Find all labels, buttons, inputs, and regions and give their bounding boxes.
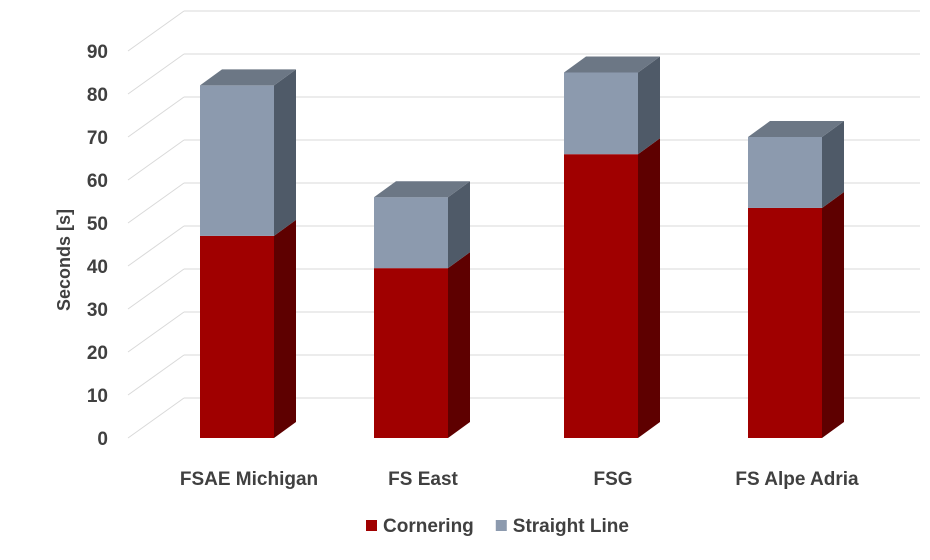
y-tick-label: 80 [87, 85, 108, 106]
y-tick-label: 60 [87, 171, 108, 192]
y-tick-label: 50 [87, 214, 108, 235]
legend-label: Straight Line [513, 516, 629, 537]
bar-straight-line-top [748, 121, 844, 137]
bar-cornering-side [448, 252, 470, 438]
bar-straight-line [374, 197, 448, 269]
bar-straight-line-side [274, 69, 296, 236]
bar-cornering [564, 154, 638, 438]
legend-swatch [495, 520, 507, 531]
x-tick-label: FS Alpe Adria [735, 469, 859, 490]
bar-straight-line-side [448, 181, 470, 269]
bar-straight-line-top [374, 181, 470, 198]
bar-straight-line-top [200, 69, 296, 86]
y-tick-label: 0 [97, 429, 108, 450]
bar-straight-line-top [564, 56, 660, 73]
legend: Cornering Straight Line [366, 516, 629, 537]
grid-line-diagonal [127, 225, 185, 267]
bar-cornering-side [274, 219, 296, 438]
grid-line-diagonal [127, 10, 185, 52]
legend-swatch [366, 520, 377, 531]
y-tick-label: 90 [87, 42, 108, 63]
y-axis-ticks: 0 10 20 30 40 50 60 70 80 90 [87, 42, 108, 450]
y-tick-label: 40 [87, 257, 108, 278]
bar-cornering-side [822, 191, 844, 438]
bar-straight-line [748, 137, 822, 208]
bar-cornering [748, 207, 822, 438]
grid-line-diagonal [127, 96, 185, 138]
bar-straight-line-side [638, 56, 660, 155]
y-tick-label: 20 [87, 343, 108, 364]
y-tick-label: 70 [87, 128, 108, 149]
grid-line-diagonal [127, 53, 185, 95]
grid-line-diagonal [127, 354, 185, 396]
bars [200, 56, 844, 438]
legend-label: Cornering [383, 516, 474, 537]
bar-cornering-side [638, 138, 660, 438]
bar-straight-line-side [822, 121, 844, 208]
bar-cornering [374, 268, 448, 438]
grid-line-diagonal [127, 397, 185, 439]
y-tick-label: 10 [87, 386, 108, 407]
bar-cornering [200, 235, 274, 438]
x-tick-label: FSG [593, 469, 632, 490]
grid-line-diagonal [127, 268, 185, 310]
bar-straight-line [200, 85, 274, 236]
x-axis-labels: FSAE Michigan FS East FSG FS Alpe Adria [180, 469, 859, 490]
grid-line-diagonal [127, 182, 185, 224]
y-axis-title: Seconds [s] [54, 209, 74, 311]
grid-line-diagonal [127, 139, 185, 181]
bar-straight-line [564, 72, 638, 155]
x-tick-label: FSAE Michigan [180, 469, 318, 490]
x-tick-label: FS East [388, 469, 458, 490]
y-tick-label: 30 [87, 300, 108, 321]
grid-line-diagonal [127, 311, 185, 353]
